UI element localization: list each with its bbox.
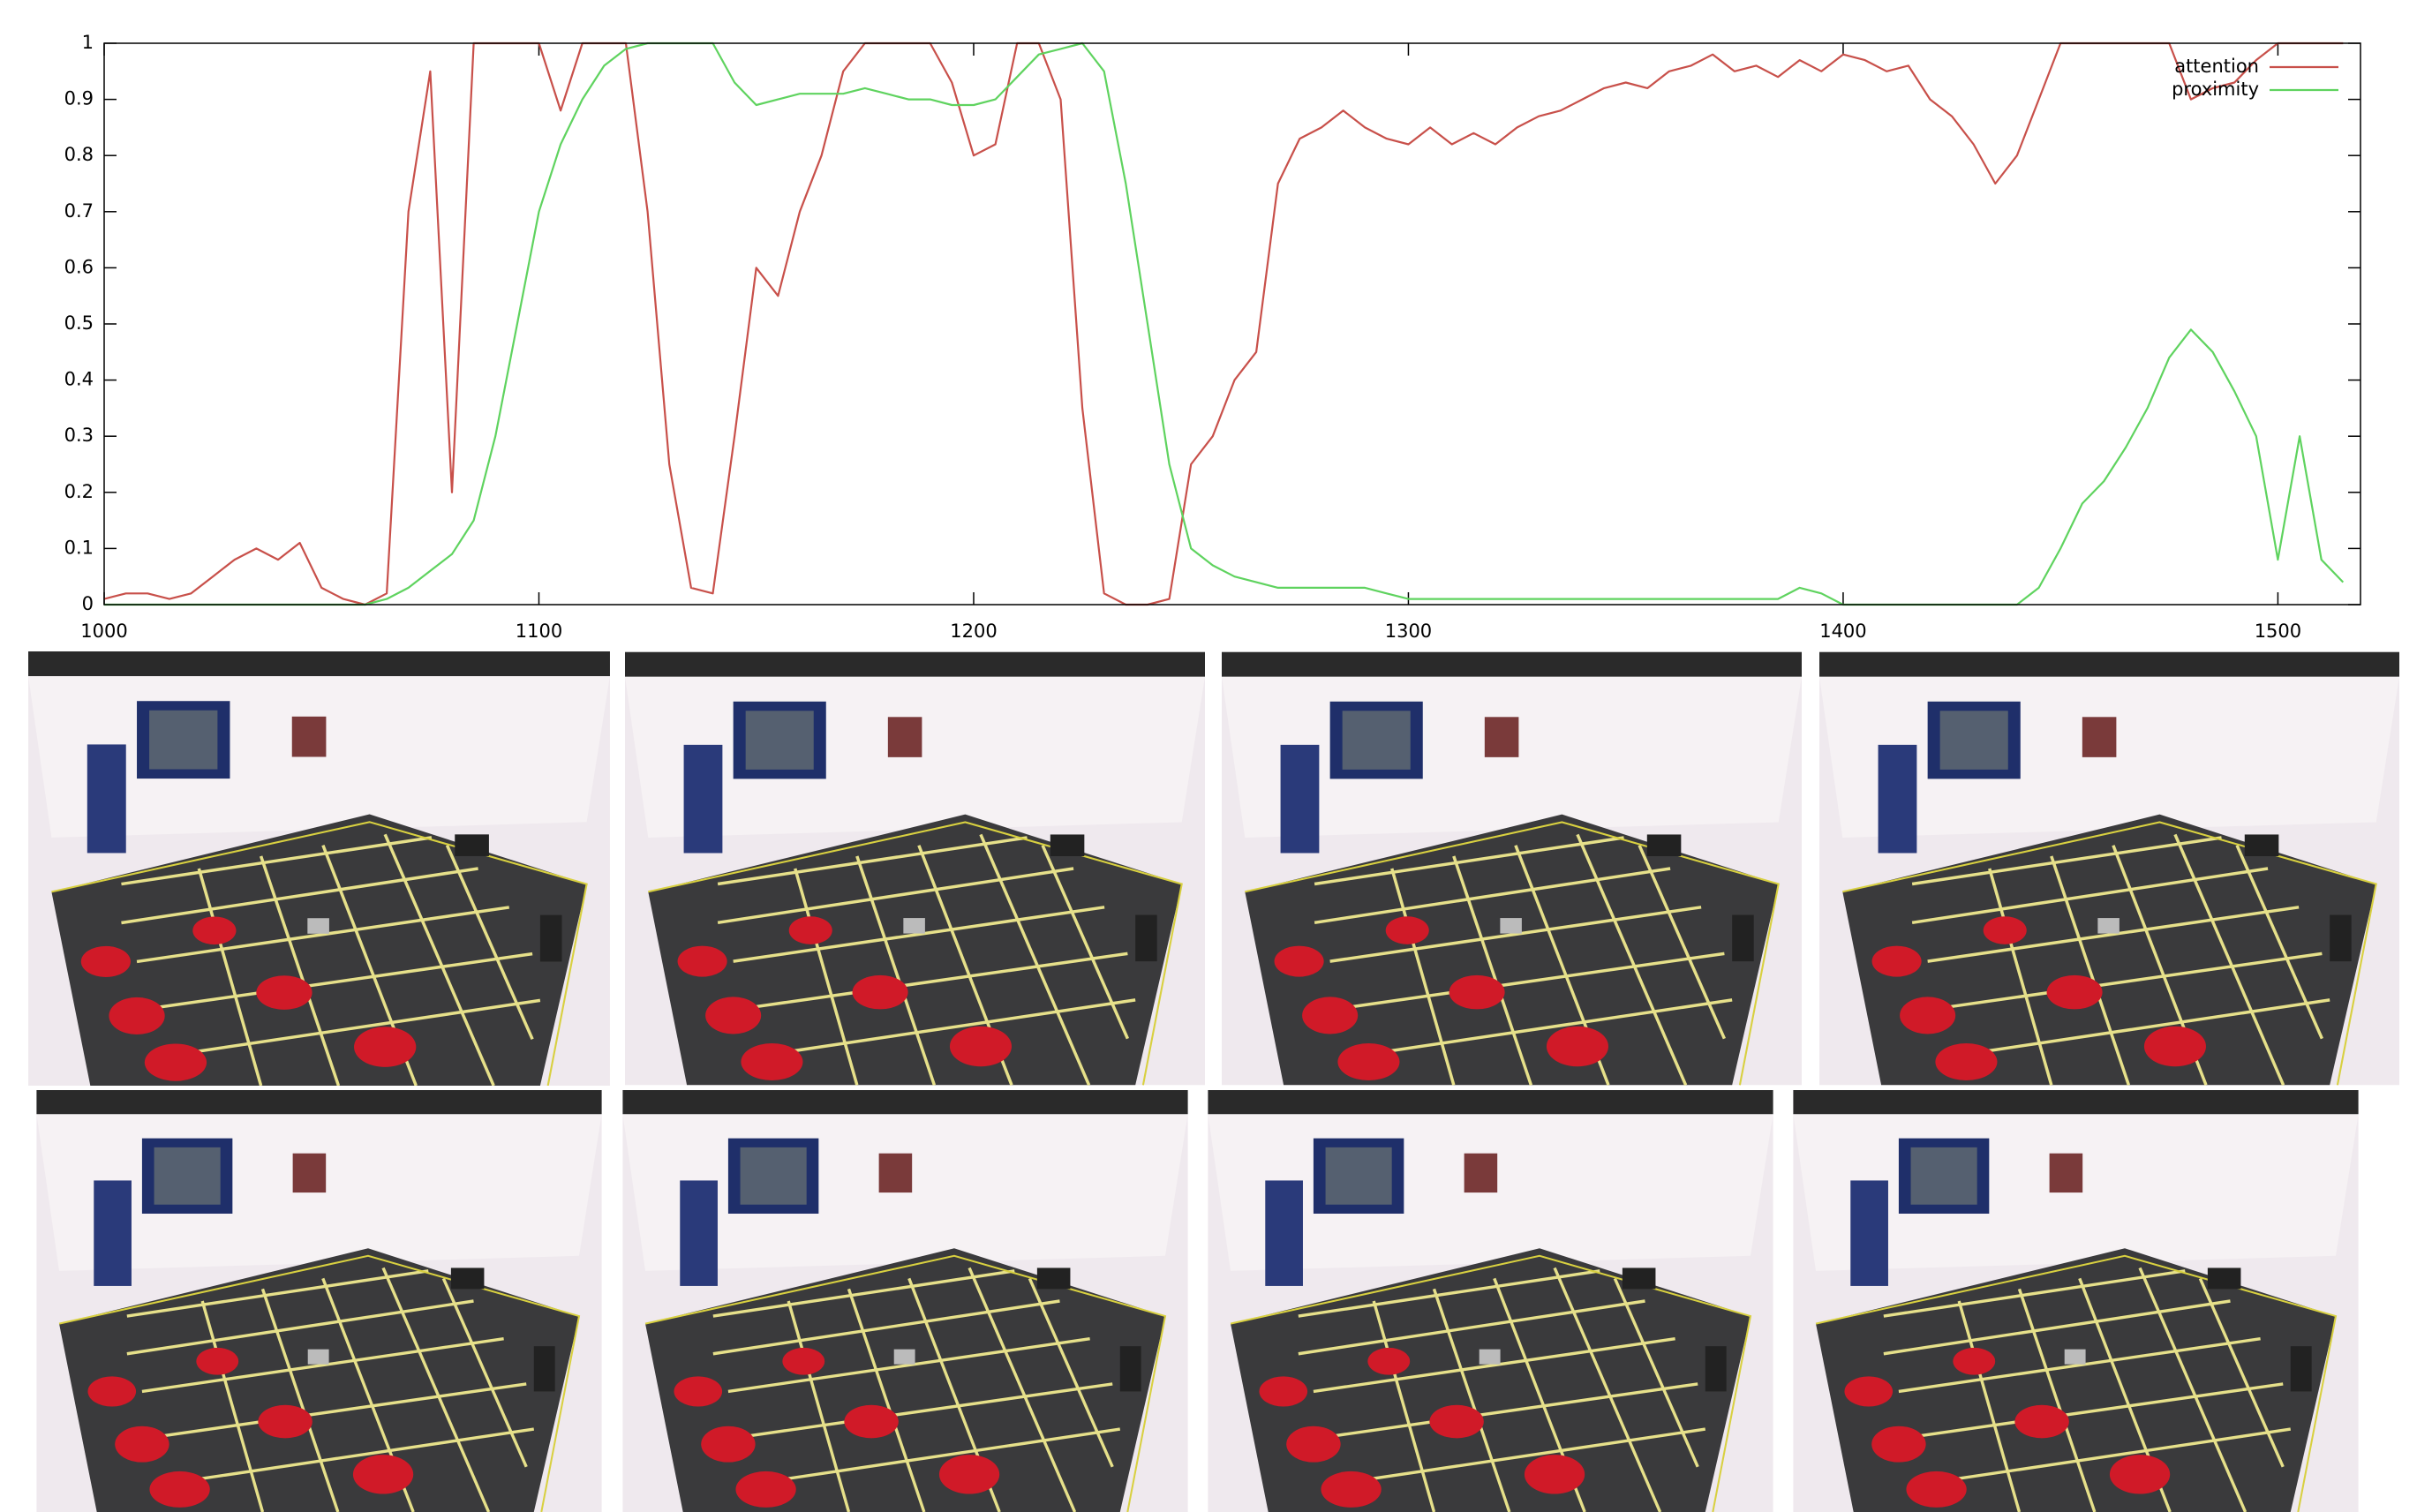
y-tick-label: 1 xyxy=(82,32,94,53)
video-frame xyxy=(621,1090,1190,1512)
plot-border xyxy=(103,42,2361,606)
y-tick-label: 0.6 xyxy=(64,256,94,277)
x-tick-label: 1000 xyxy=(80,621,127,642)
x-tick-label: 1400 xyxy=(1819,621,1866,642)
video-frame xyxy=(1222,651,1802,1086)
x-tick-label: 1100 xyxy=(516,621,562,642)
y-tick-label: 0.3 xyxy=(64,425,94,446)
line-series xyxy=(104,41,2345,606)
x-tick-label: 1300 xyxy=(1385,621,1432,642)
y-tick-label: 0 xyxy=(82,593,94,614)
x-tick-label: 1200 xyxy=(950,621,997,642)
video-frame xyxy=(1791,1090,2360,1512)
x-tick-label: 1500 xyxy=(2255,621,2301,642)
y-tick-label: 0.2 xyxy=(64,481,94,502)
line-series xyxy=(103,41,2344,606)
y-tick-label: 0.9 xyxy=(64,88,94,109)
video-frame xyxy=(1206,1090,1775,1512)
video-frame xyxy=(28,651,610,1086)
y-tick-label: 0.8 xyxy=(64,144,94,165)
y-tick-label: 0.5 xyxy=(64,312,94,334)
video-frame xyxy=(34,1090,604,1512)
video-frame xyxy=(625,651,1205,1086)
legend-label: attention xyxy=(2174,56,2259,77)
y-tick-label: 0.4 xyxy=(64,369,94,390)
video-frame xyxy=(1819,651,2399,1086)
legend-label: proximity xyxy=(2172,79,2259,100)
y-tick-label: 0.1 xyxy=(64,537,94,558)
y-tick-label: 0.7 xyxy=(64,200,94,222)
chart: 0 0.1 0.2 0.3 0.4 0.5 0.6 0.7 0.8 0.9 1 1000 1100 120… xyxy=(64,32,2361,642)
video-frames xyxy=(28,651,2399,1512)
